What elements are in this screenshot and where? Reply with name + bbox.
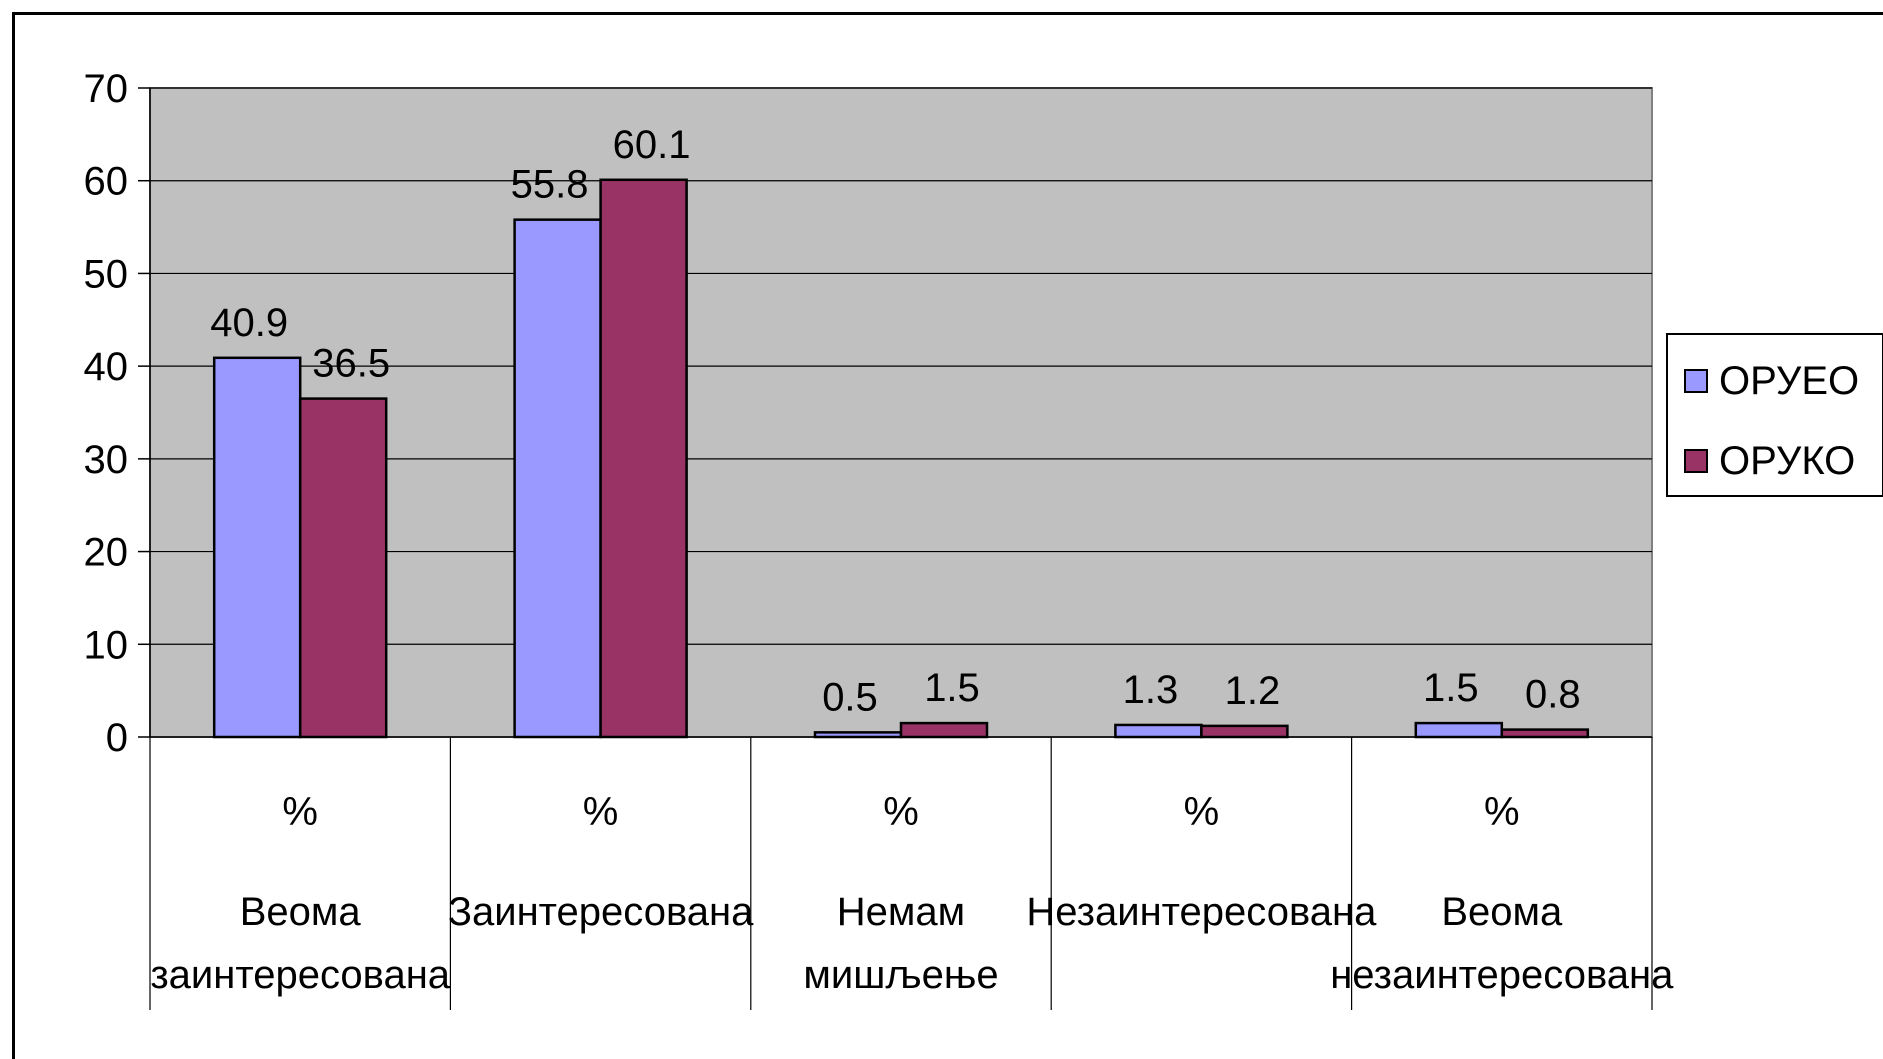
category-label: заинтересована <box>150 953 450 997</box>
bar-ОРУЕО-0 <box>212 356 302 739</box>
y-tick-label: 20 <box>84 531 129 575</box>
category-unit-label: % <box>1484 790 1520 834</box>
category-unit-label: % <box>1184 790 1220 834</box>
category-label: Заинтересована <box>448 890 754 934</box>
y-tick-label: 40 <box>84 345 129 389</box>
y-tick-label: 30 <box>84 438 129 482</box>
bar-ОРУКО-2 <box>899 721 989 739</box>
data-label: 0.5 <box>822 675 878 719</box>
bar-ОРУКО-1 <box>599 178 688 739</box>
data-label: 1.2 <box>1225 669 1281 713</box>
data-label: 60.1 <box>613 123 691 167</box>
legend-label: ОРУКО <box>1719 439 1855 483</box>
category-label: незаинтересована <box>1330 953 1674 997</box>
bar-ОРУЕО-1 <box>513 218 602 739</box>
bar-ОРУКО-3 <box>1200 724 1289 739</box>
legend-swatch <box>1684 449 1708 473</box>
data-label: 36.5 <box>312 342 390 386</box>
category-label: Веома <box>1441 890 1563 934</box>
category-label: Веома <box>240 890 362 934</box>
y-tick-label: 70 <box>84 67 129 111</box>
legend-swatch <box>1684 369 1708 393</box>
category-unit-label: % <box>282 790 318 834</box>
category-unit-label: % <box>883 790 919 834</box>
plot-area <box>149 87 1653 738</box>
data-label: 0.8 <box>1525 673 1581 717</box>
data-label: 1.3 <box>1123 668 1179 712</box>
category-label: Незаинтересована <box>1026 890 1377 934</box>
data-label: 40.9 <box>210 301 288 345</box>
bar-ОРУКО-0 <box>298 397 388 739</box>
legend-label: ОРУЕО <box>1719 359 1859 403</box>
bar-ОРУЕО-4 <box>1414 721 1504 739</box>
y-tick-label: 10 <box>84 623 129 667</box>
y-tick-label: 0 <box>106 716 128 760</box>
y-tick-label: 50 <box>84 252 129 296</box>
bar-ОРУЕО-3 <box>1114 723 1203 739</box>
data-label: 1.5 <box>924 666 980 710</box>
data-label: 1.5 <box>1423 666 1479 710</box>
category-label: Немам <box>837 890 965 934</box>
y-tick-label: 60 <box>84 160 129 204</box>
category-unit-label: % <box>583 790 619 834</box>
bar-ОРУКО-4 <box>1500 728 1590 739</box>
category-label: мишљење <box>803 953 998 997</box>
data-label: 55.8 <box>511 163 589 207</box>
